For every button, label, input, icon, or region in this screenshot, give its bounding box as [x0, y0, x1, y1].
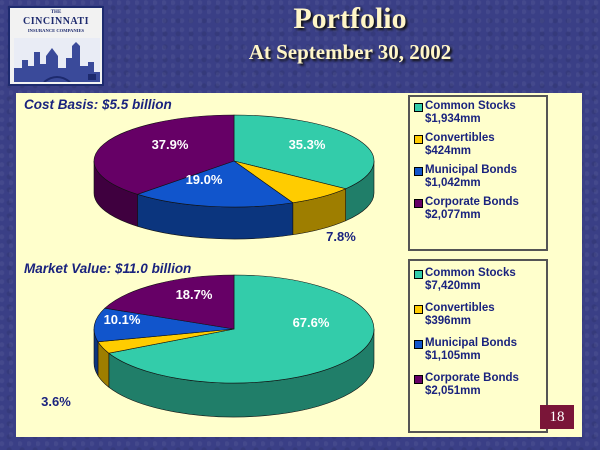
pie-slice-corporate-bonds — [104, 274, 235, 330]
chart-title-cost-basis: Cost Basis: $5.5 billion — [24, 97, 172, 112]
legend-item-corporate-bonds: Corporate Bonds $2,077mm — [414, 196, 542, 222]
legend-swatch — [414, 305, 423, 314]
legend-swatch — [414, 135, 423, 144]
pie-slice-municipal-bonds — [136, 160, 294, 208]
legend-amount: $424mm — [425, 145, 472, 157]
chart-title-market-value: Market Value: $11.0 billion — [24, 261, 192, 276]
pie-value-label: 37.9% — [152, 137, 189, 152]
legend-swatch — [414, 199, 423, 208]
pie-value-label: 10.1% — [104, 312, 141, 327]
legend-swatch — [414, 167, 423, 176]
legend-market-value: Common Stocks $7,420mm Convertibles $396… — [408, 259, 548, 433]
pie-value-label: 3.6% — [41, 394, 71, 409]
pie-slice-corporate-bonds — [93, 114, 235, 195]
page-subtitle: At September 30, 2002 — [248, 40, 452, 64]
legend-label: Common Stocks — [425, 267, 516, 279]
legend-item-common-stocks: Common Stocks $7,420mm — [414, 267, 542, 293]
legend-label: Municipal Bonds — [425, 164, 517, 176]
legend-label: Common Stocks — [425, 100, 516, 112]
legend-amount: $1,105mm — [425, 350, 481, 362]
pie-slice-common-stocks — [233, 114, 375, 190]
legend-amount: $1,934mm — [425, 113, 481, 125]
pie-slice-municipal-bonds — [93, 307, 235, 343]
legend-amount: $396mm — [425, 315, 472, 327]
company-logo: THE CINCINNATI INSURANCE COMPANIES — [8, 6, 104, 86]
page-title: Portfolio — [293, 2, 407, 35]
legend-swatch — [414, 340, 423, 349]
city-skyline-icon — [14, 38, 100, 82]
logo-line-3: INSURANCE COMPANIES — [27, 28, 85, 33]
legend-swatch — [414, 375, 423, 384]
legend-amount: $2,051mm — [425, 385, 481, 397]
legend-label: Corporate Bonds — [425, 372, 519, 384]
pie-value-label: 7.8% — [326, 229, 356, 244]
pie-value-label: 35.3% — [289, 137, 326, 152]
pie-chart-cost-basis: 35.3% 7.8% 19.0% 37.9% — [93, 114, 375, 244]
legend-item-convertibles: Convertibles $424mm — [414, 132, 542, 158]
pie-value-label: 19.0% — [186, 172, 223, 187]
logo-line-2: CINCINNATI — [23, 16, 89, 27]
legend-label: Convertibles — [425, 302, 495, 314]
chart-panel: Cost Basis: $5.5 billion 35.3% 7.8% 19.0% 3… — [16, 93, 582, 437]
legend-item-common-stocks: Common Stocks $1,934mm — [414, 100, 542, 126]
legend-item-corporate-bonds: Corporate Bonds $2,051mm — [414, 372, 542, 398]
pie-value-label: 18.7% — [176, 287, 213, 302]
logo-line-1: THE — [50, 10, 62, 15]
legend-item-convertibles: Convertibles $396mm — [414, 302, 542, 328]
legend-item-municipal-bonds: Municipal Bonds $1,105mm — [414, 337, 542, 363]
page-number: 18 — [540, 405, 574, 429]
legend-cost-basis: Common Stocks $1,934mm Convertibles $424… — [408, 95, 548, 251]
pie-chart-market-value: 67.6% 3.6% 10.1% 18.7% — [41, 274, 375, 418]
legend-amount: $2,077mm — [425, 209, 481, 221]
legend-label: Corporate Bonds — [425, 196, 519, 208]
legend-label: Municipal Bonds — [425, 337, 517, 349]
legend-swatch — [414, 270, 423, 279]
pie-value-label: 67.6% — [293, 315, 330, 330]
legend-swatch — [414, 103, 423, 112]
legend-amount: $1,042mm — [425, 177, 481, 189]
legend-label: Convertibles — [425, 132, 495, 144]
pie-slice-common-stocks — [108, 274, 375, 384]
legend-amount: $7,420mm — [425, 280, 481, 292]
legend-item-municipal-bonds: Municipal Bonds $1,042mm — [414, 164, 542, 190]
